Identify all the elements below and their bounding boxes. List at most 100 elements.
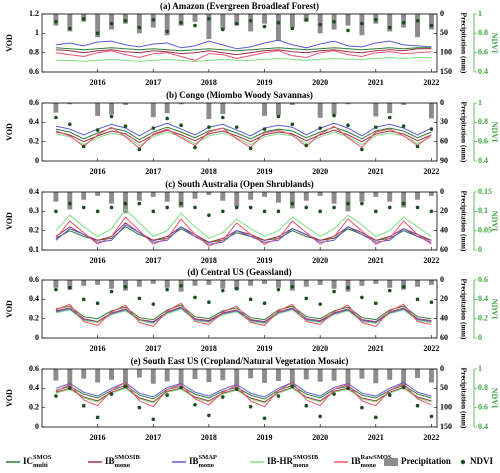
x-tick-label: 2019	[257, 78, 273, 87]
ndvi-dot	[81, 297, 86, 302]
x-tick-label: 2020	[312, 433, 328, 442]
precip-bar	[67, 192, 73, 210]
precip-bar	[206, 280, 212, 285]
y3-tick-label: 0.4	[478, 156, 488, 165]
ndvi-dot	[81, 403, 86, 408]
x-tick-label: 2016	[90, 344, 106, 353]
ndvi-dot	[137, 147, 142, 152]
panel-title: (e) South East US (Cropland/Natural Vege…	[131, 356, 349, 366]
precip-bar	[262, 280, 268, 284]
ndvi-dot	[95, 301, 100, 306]
vod-line	[55, 308, 432, 325]
vod-line	[55, 384, 432, 400]
precip-bar	[345, 192, 351, 212]
precip-bar	[317, 280, 323, 285]
ndvi-dot	[318, 302, 322, 306]
ndvi-dot	[221, 209, 225, 214]
x-tick-label: 2020	[312, 256, 328, 265]
x-tick-label: 2019	[257, 433, 273, 442]
y2-tick-label: 50	[440, 28, 448, 37]
ndvi-dot	[429, 300, 434, 305]
y2-tick-label: 150	[440, 67, 452, 76]
ndvi-dot	[346, 28, 350, 33]
ndvi-dot	[332, 205, 336, 210]
ndvi-dot	[429, 209, 434, 214]
ndvi-dot	[401, 20, 406, 25]
ndvi-dot	[234, 125, 239, 129]
precip-bar	[206, 369, 212, 383]
legend-label: IBRawSMOS mono	[351, 454, 392, 469]
y-tick-label: 0.6	[29, 275, 39, 284]
precip-bar	[262, 369, 268, 383]
x-tick-label: 2018	[201, 167, 217, 176]
y2-tick-label: 100	[440, 47, 452, 56]
x-tick-label: 2020	[312, 167, 328, 176]
y-tick-label: 0.4	[29, 117, 39, 126]
y2-tick-label: 20	[440, 206, 448, 215]
ndvi-dot	[179, 201, 183, 206]
precip-bar	[248, 192, 254, 200]
ndvi-dot	[109, 289, 114, 294]
legend-sub: mono	[199, 462, 215, 469]
precip-bar	[373, 280, 379, 284]
ndvi-dot	[248, 404, 253, 409]
x-tick-label: 2020	[312, 78, 328, 87]
precip-bar	[289, 14, 295, 28]
ndvi-dot	[207, 17, 211, 21]
ndvi-dot	[193, 295, 197, 300]
ndvi-dot	[346, 285, 350, 290]
ndvi-dot	[193, 23, 197, 28]
precip-bar	[150, 103, 156, 118]
ndvi-dot	[179, 284, 183, 288]
y2-tick-label: 0	[440, 98, 444, 107]
x-tick-label: 2022	[423, 433, 439, 442]
y3-axis-label: NDVI	[490, 211, 499, 231]
precip-bar	[317, 103, 323, 118]
vod-line	[55, 381, 432, 408]
precip-bar	[53, 369, 59, 381]
y2-tick-label: 50	[440, 383, 448, 392]
ndvi-dot	[304, 205, 309, 210]
y3-tick-label: 0.6	[478, 136, 488, 145]
precip-bar	[136, 369, 142, 378]
ndvi-dot	[415, 144, 420, 149]
precip-bar	[303, 192, 309, 201]
ndvi-dot	[346, 386, 350, 391]
ndvi-dot	[387, 288, 392, 293]
precip-bar	[136, 14, 142, 34]
precip-bar	[415, 369, 420, 378]
y-tick-label: 0.1	[29, 245, 39, 254]
ndvi-dot	[123, 201, 128, 206]
x-tick-label: 2017	[145, 167, 161, 176]
panel-title: (d) Central US (Geassland)	[187, 267, 291, 277]
ndvi-dot	[207, 213, 211, 217]
x-tick-label: 2022	[423, 256, 439, 265]
precip-bar	[234, 369, 240, 388]
vod-line	[55, 381, 432, 398]
vod-line	[55, 208, 432, 239]
precip-bar	[401, 14, 407, 28]
ndvi-dot	[234, 387, 239, 392]
ndvi-dot	[346, 123, 350, 128]
y2-tick-label: 30	[440, 117, 448, 126]
ndvi-dot	[415, 297, 420, 302]
vod-line	[55, 125, 432, 150]
x-tick-label: 2017	[145, 256, 161, 265]
precip-bar	[220, 14, 226, 30]
ndvi-dot	[374, 18, 378, 22]
precip-bar	[164, 14, 170, 36]
ndvi-dot	[234, 21, 239, 26]
ndvi-dot	[137, 201, 142, 206]
precip-bar	[122, 369, 128, 389]
ndvi-dot	[387, 205, 392, 210]
ndvi-dot	[290, 26, 295, 31]
precip-bar	[81, 192, 87, 200]
y-tick-label: 0	[35, 333, 39, 342]
precip-bar	[206, 192, 212, 195]
legend-label: IBSMAP mono	[189, 454, 217, 469]
y3-tick-label: 0	[478, 245, 482, 254]
panel: (c) South Australia (Open Shrublands) 201…	[5, 179, 499, 265]
ndvi-dot	[248, 297, 253, 302]
y2-axis-label: Precipitation (mm)	[459, 191, 468, 252]
y-tick-label: 1.2	[29, 9, 39, 18]
